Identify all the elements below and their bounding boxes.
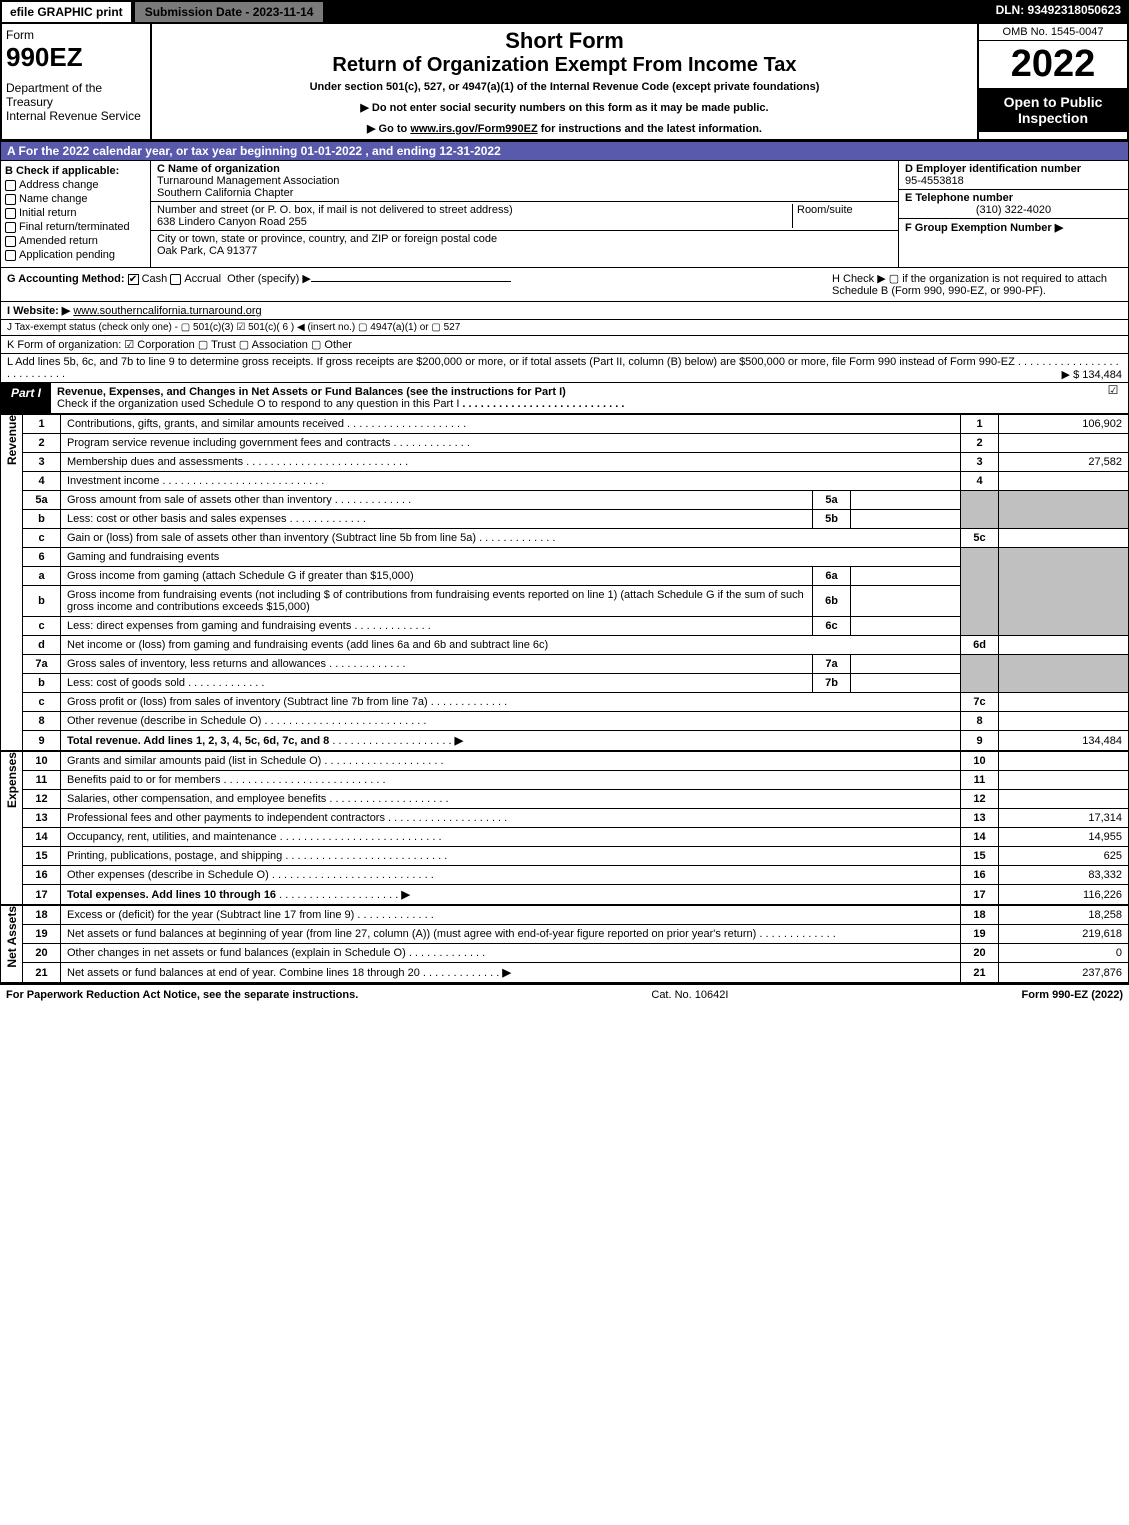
revenue-table: 1Contributions, gifts, grants, and simil…: [22, 414, 1129, 751]
j-line: J Tax-exempt status (check only one) - ▢…: [0, 320, 1129, 336]
irs-link[interactable]: www.irs.gov/Form990EZ: [410, 123, 537, 135]
chk-application-pending[interactable]: Application pending: [5, 249, 146, 261]
city-value: Oak Park, CA 91377: [157, 245, 892, 257]
form-word: Form: [6, 28, 34, 42]
chk-address-change[interactable]: Address change: [5, 179, 146, 191]
city-label: City or town, state or province, country…: [157, 233, 892, 245]
chk-cash[interactable]: ✔: [128, 274, 139, 285]
header-mid: Short Form Return of Organization Exempt…: [152, 24, 977, 139]
footer-right: Form 990-EZ (2022): [1022, 989, 1123, 1001]
ein-value: 95-4553818: [905, 175, 1122, 187]
title-return: Return of Organization Exempt From Incom…: [156, 54, 973, 77]
revenue-vert-label: Revenue: [0, 414, 22, 751]
section-a: A For the 2022 calendar year, or tax yea…: [0, 141, 1129, 161]
room-label: Room/suite: [797, 204, 892, 216]
expenses-table: 10Grants and similar amounts paid (list …: [22, 751, 1129, 905]
expenses-vert-label: Expenses: [0, 751, 22, 905]
ein-label: D Employer identification number: [905, 163, 1122, 175]
part1-check[interactable]: ☑: [1098, 383, 1128, 413]
subtitle: Under section 501(c), 527, or 4947(a)(1)…: [156, 81, 973, 93]
part1-label: Part I: [1, 383, 51, 413]
phone-value: (310) 322-4020: [905, 204, 1122, 216]
open-public: Open to Public Inspection: [979, 88, 1127, 132]
website-value: www.southerncalifornia.turnaround.org: [73, 305, 261, 317]
group-exemption-label: F Group Exemption Number ▶: [905, 221, 1122, 234]
topbar: efile GRAPHIC print Submission Date - 20…: [0, 0, 1129, 24]
omb-number: OMB No. 1545-0047: [979, 24, 1127, 41]
netassets-group: Net Assets 18Excess or (deficit) for the…: [0, 905, 1129, 983]
i-line: I Website: ▶ www.southerncalifornia.turn…: [0, 302, 1129, 320]
topbar-spacer: [325, 0, 987, 24]
chk-name-change[interactable]: Name change: [5, 193, 146, 205]
footer: For Paperwork Reduction Act Notice, see …: [0, 983, 1129, 1005]
submission-date: Submission Date - 2023-11-14: [133, 0, 326, 24]
section-d: D Employer identification number 95-4553…: [898, 161, 1128, 267]
department-label: Department of the Treasury Internal Reve…: [6, 81, 146, 123]
footer-left: For Paperwork Reduction Act Notice, see …: [6, 989, 358, 1001]
k-line: K Form of organization: ☑ Corporation ▢ …: [0, 336, 1129, 354]
l-line: L Add lines 5b, 6c, and 7b to line 9 to …: [0, 354, 1129, 383]
chk-accrual[interactable]: [170, 274, 181, 285]
dln-label: DLN: 93492318050623: [988, 0, 1129, 24]
chk-amended-return[interactable]: Amended return: [5, 235, 146, 247]
org-name-1: Turnaround Management Association: [157, 175, 892, 187]
title-short-form: Short Form: [156, 28, 973, 54]
c-name-label: C Name of organization: [157, 163, 892, 175]
tax-year: 2022: [979, 41, 1127, 88]
section-bcd: B Check if applicable: Address change Na…: [0, 161, 1129, 268]
section-b-title: B Check if applicable:: [5, 165, 146, 177]
efile-label: efile GRAPHIC print: [0, 0, 133, 24]
expenses-group: Expenses 10Grants and similar amounts pa…: [0, 751, 1129, 905]
phone-label: E Telephone number: [905, 192, 1122, 204]
g-line: G Accounting Method: ✔Cash Accrual Other…: [7, 272, 832, 297]
section-c: C Name of organization Turnaround Manage…: [151, 161, 898, 267]
netassets-table: 18Excess or (deficit) for the year (Subt…: [22, 905, 1129, 983]
addr-label: Number and street (or P. O. box, if mail…: [157, 204, 792, 216]
l-amount: ▶ $ 134,484: [1062, 368, 1122, 381]
chk-initial-return[interactable]: Initial return: [5, 207, 146, 219]
form-header: Form 990EZ Department of the Treasury In…: [0, 24, 1129, 141]
chk-final-return[interactable]: Final return/terminated: [5, 221, 146, 233]
part1-title: Revenue, Expenses, and Changes in Net As…: [51, 383, 1098, 413]
addr-value: 638 Lindero Canyon Road 255: [157, 216, 792, 228]
header-left: Form 990EZ Department of the Treasury In…: [2, 24, 152, 139]
ssn-warning: ▶ Do not enter social security numbers o…: [156, 101, 973, 114]
part1-header: Part I Revenue, Expenses, and Changes in…: [0, 383, 1129, 414]
footer-cat: Cat. No. 10642I: [358, 989, 1021, 1001]
h-line: H Check ▶ ▢ if the organization is not r…: [832, 272, 1122, 297]
gh-block: G Accounting Method: ✔Cash Accrual Other…: [0, 268, 1129, 302]
goto-line: ▶ Go to www.irs.gov/Form990EZ for instru…: [156, 122, 973, 135]
header-right: OMB No. 1545-0047 2022 Open to Public In…: [977, 24, 1127, 139]
netassets-vert-label: Net Assets: [0, 905, 22, 983]
form-number: 990EZ: [6, 42, 146, 73]
section-b: B Check if applicable: Address change Na…: [1, 161, 151, 267]
revenue-group: Revenue 1Contributions, gifts, grants, a…: [0, 414, 1129, 751]
org-name-2: Southern California Chapter: [157, 187, 892, 199]
other-specify-input[interactable]: [311, 281, 511, 282]
